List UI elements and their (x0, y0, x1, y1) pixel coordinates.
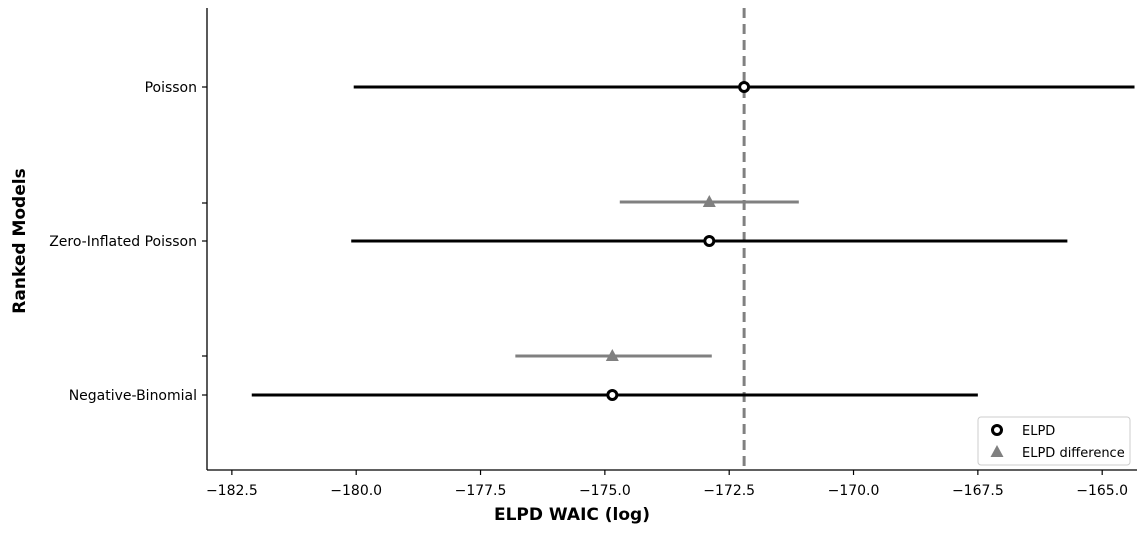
x-tick-label: −165.0 (1076, 483, 1128, 499)
legend-difference-label: ELPD difference (1022, 446, 1125, 461)
legend-elpd-marker (991, 424, 1003, 436)
y-tick-label: Negative-Binomial (69, 388, 197, 404)
legend-difference-marker (990, 445, 1004, 457)
x-tick-label: −170.0 (828, 483, 880, 499)
x-tick-label: −180.0 (330, 483, 382, 499)
y-axis-title: Ranked Models (10, 168, 30, 313)
x-tick-label: −177.5 (455, 483, 507, 499)
legend: ELPD ELPD difference (977, 416, 1131, 466)
legend-elpd-label: ELPD (1022, 424, 1055, 439)
x-tick-label: −182.5 (206, 483, 258, 499)
x-tick-label: −172.5 (703, 483, 755, 499)
y-tick-label: Poisson (145, 80, 197, 96)
plot-marks (251, 81, 1135, 401)
elpd-point (738, 81, 751, 93)
elpd-difference-point (605, 349, 619, 361)
elpd-point (606, 389, 619, 401)
legend-frame (977, 416, 1131, 466)
y-tick-label: Zero-Inflated Poisson (49, 234, 197, 250)
x-tick-label: −167.5 (952, 483, 1004, 499)
x-axis-title: ELPD WAIC (log) (494, 505, 650, 525)
elpd-difference-point (702, 195, 716, 207)
x-tick-label: −175.0 (579, 483, 631, 499)
y-axis-ticks: Poisson Zero-Inflated Poisson Negative-Bin… (49, 80, 207, 404)
x-axis-ticks: −182.5 −180.0 −177.5 −175.0 −172.5 −170.0 −167… (206, 470, 1128, 499)
elpd-point (703, 235, 716, 247)
